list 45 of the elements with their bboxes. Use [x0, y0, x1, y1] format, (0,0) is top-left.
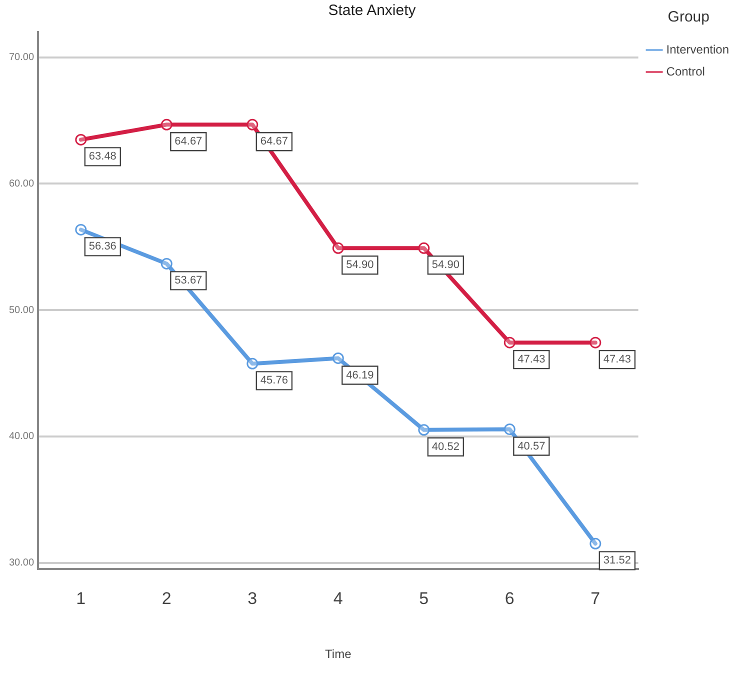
y-tick-label: 30.00	[8, 558, 34, 569]
point	[75, 224, 87, 236]
data-label: 56.36	[88, 240, 116, 253]
x-tick-label: 6	[504, 589, 514, 608]
data-label: 64.67	[260, 136, 288, 148]
data-label: 47.43	[518, 354, 546, 366]
x-tick-label: 7	[590, 589, 600, 608]
data-label: 64.67	[174, 136, 202, 148]
point	[590, 336, 602, 348]
y-tick-label: 60.00	[8, 178, 34, 190]
point	[75, 134, 87, 146]
data-label: 40.57	[518, 440, 546, 452]
data-label: 40.52	[432, 440, 460, 453]
x-tick-label: 2	[162, 589, 172, 608]
data-label: 46.19	[346, 369, 374, 382]
data-label: 54.90	[346, 259, 374, 272]
point	[504, 424, 516, 436]
point	[418, 424, 430, 436]
legend-title: Group	[668, 8, 710, 26]
point	[160, 258, 172, 270]
x-tick-label: 5	[419, 589, 429, 608]
point	[332, 352, 344, 364]
point	[246, 358, 258, 370]
y-tick-label: 40.00	[8, 431, 34, 442]
legend-label: Intervention	[666, 42, 730, 56]
x-tick-label: 4	[333, 589, 343, 608]
y-tick-label: 70.00	[8, 52, 34, 64]
x-tick-label: 3	[248, 589, 258, 608]
point	[332, 242, 344, 254]
point	[246, 118, 258, 130]
data-label: 31.52	[603, 554, 631, 567]
y-tick-label: 50.00	[8, 304, 34, 316]
data-label: 45.76	[260, 374, 288, 387]
legend-label: Control	[666, 64, 705, 78]
chart-title: State Anxiety	[328, 2, 416, 20]
data-label: 63.48	[88, 150, 116, 163]
data-label: 54.90	[432, 259, 460, 272]
data-label: 53.67	[174, 274, 202, 287]
point	[160, 118, 172, 130]
x-tick-label: 1	[76, 589, 86, 608]
x-axis-title: Time	[325, 647, 352, 662]
point	[504, 336, 516, 348]
data-label: 47.43	[603, 354, 631, 366]
point	[590, 538, 602, 550]
point	[418, 242, 430, 254]
